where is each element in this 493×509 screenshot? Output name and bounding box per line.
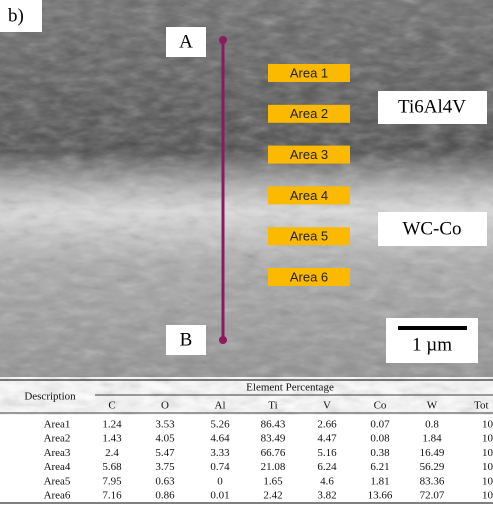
table-cell: 0.86: [155, 490, 175, 502]
table-cell: 0.07: [370, 419, 390, 431]
column-header: Tot: [474, 400, 489, 412]
table-cell: 4.6: [320, 475, 334, 487]
column-header: C: [108, 400, 115, 412]
table-cell: 5.47: [155, 447, 175, 459]
table-cell: 1.24: [102, 419, 122, 431]
column-header: Co: [374, 400, 387, 412]
table-cell: 3.53: [155, 419, 175, 431]
table-cell: 0.63: [155, 475, 175, 487]
table-cell: 6.24: [317, 461, 337, 473]
area-label: Area 5: [290, 229, 328, 244]
table-cell: 0: [217, 475, 223, 487]
column-header: Ti: [268, 400, 277, 412]
table-cell: 1.43: [102, 433, 122, 445]
row-label: Area5: [44, 475, 71, 487]
table-group-header: Element Percentage: [246, 382, 334, 394]
table-cell: 56.29: [420, 461, 445, 473]
figure: b) A B Area 1 Area 2 Area 3 Area 4 Area 5 Are…: [0, 0, 493, 509]
table-cell: 3.33: [210, 447, 230, 459]
area-label: Area 1: [290, 65, 328, 80]
table-cell: 6.21: [370, 461, 389, 473]
area-label: Area 3: [290, 147, 328, 162]
table-cell: 4.64: [210, 433, 230, 445]
scale-label: 1 µm: [412, 334, 452, 355]
table-cell: 4.47: [317, 433, 337, 445]
row-label: Area6: [44, 490, 71, 502]
row-label: Area4: [44, 461, 71, 473]
table-cell: 3.82: [317, 490, 336, 502]
point-label: B: [180, 329, 193, 350]
line-end: [219, 36, 227, 44]
table-cell: 16.49: [420, 447, 445, 459]
table-cell: 0.8: [425, 419, 439, 431]
column-header: W: [427, 400, 438, 412]
table-cell: 4.05: [155, 433, 175, 445]
table-cell: 66.76: [261, 447, 286, 459]
table-cell: 13.66: [368, 490, 393, 502]
table-cell: 1.65: [263, 475, 283, 487]
area-label: Area 6: [290, 269, 328, 284]
panel-label: b): [8, 5, 24, 26]
table-cell: 0.74: [210, 461, 230, 473]
area-label: Area 4: [290, 188, 328, 203]
table-cell: 0.01: [210, 490, 229, 502]
row-label: Area1: [44, 419, 71, 431]
table-cell: 1.81: [370, 475, 389, 487]
table-cell: 0.38: [370, 447, 390, 459]
table-cell: 7.16: [102, 490, 122, 502]
table-cell: 21.08: [261, 461, 286, 473]
line-end: [219, 336, 227, 344]
table-cell: 5.26: [210, 419, 230, 431]
table-cell: 72.07: [420, 490, 445, 502]
table-cell: 2.4: [105, 447, 119, 459]
table-cell: 10: [482, 447, 493, 459]
table-cell: 1.84: [422, 433, 442, 445]
point-label: A: [179, 31, 193, 52]
table-cell: 10: [482, 433, 493, 445]
table-cell: 2.66: [317, 419, 337, 431]
row-label: Area2: [44, 433, 71, 445]
column-header: O: [161, 400, 169, 412]
table-cell: 2.42: [263, 490, 282, 502]
table-cell: 10: [482, 475, 493, 487]
table-cell: 86.43: [261, 419, 286, 431]
column-header: Al: [215, 400, 226, 412]
row-label: Area3: [44, 447, 71, 459]
table-cell: 0.08: [370, 433, 390, 445]
table-cell: 83.49: [261, 433, 286, 445]
table-cell: 3.75: [155, 461, 175, 473]
layer-label: Ti6Al4V: [398, 96, 466, 117]
table-cell: 7.95: [102, 475, 122, 487]
layer-label: WC-Co: [402, 218, 461, 239]
table-cell: 5.68: [102, 461, 122, 473]
area-label: Area 2: [290, 106, 328, 121]
table-cell: 83.36: [420, 475, 445, 487]
table-cell: 10: [482, 461, 493, 473]
table-header: Description: [24, 391, 76, 403]
table-cell: 5.16: [317, 447, 337, 459]
table-cell: 10: [482, 419, 493, 431]
column-header: V: [323, 400, 331, 412]
table-cell: 10: [482, 490, 493, 502]
